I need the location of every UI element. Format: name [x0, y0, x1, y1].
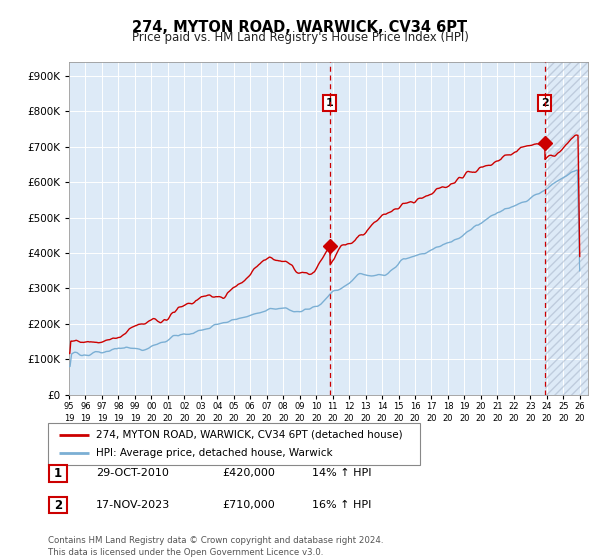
Text: 00: 00: [146, 402, 157, 410]
Text: 1: 1: [326, 98, 334, 108]
Text: £710,000: £710,000: [222, 500, 275, 510]
Text: 20: 20: [492, 414, 503, 423]
Text: 15: 15: [393, 402, 404, 410]
Text: 20: 20: [311, 414, 322, 423]
Text: 274, MYTON ROAD, WARWICK, CV34 6PT (detached house): 274, MYTON ROAD, WARWICK, CV34 6PT (deta…: [97, 430, 403, 440]
Text: HPI: Average price, detached house, Warwick: HPI: Average price, detached house, Warw…: [97, 448, 333, 458]
Text: 2: 2: [54, 498, 62, 512]
Text: 19: 19: [459, 402, 470, 410]
Text: 02: 02: [179, 402, 190, 410]
Text: 09: 09: [295, 402, 305, 410]
Text: 20: 20: [146, 414, 157, 423]
Text: 19: 19: [97, 414, 107, 423]
Text: 14% ↑ HPI: 14% ↑ HPI: [312, 468, 371, 478]
Text: 99: 99: [130, 402, 140, 410]
Text: 20: 20: [575, 414, 585, 423]
FancyBboxPatch shape: [49, 497, 67, 514]
Text: 20: 20: [377, 414, 387, 423]
Text: 17-NOV-2023: 17-NOV-2023: [96, 500, 170, 510]
Text: 19: 19: [64, 414, 74, 423]
Text: 08: 08: [278, 402, 289, 410]
Text: 17: 17: [426, 402, 437, 410]
Text: 20: 20: [361, 414, 371, 423]
Text: 06: 06: [245, 402, 256, 410]
Text: 22: 22: [509, 402, 519, 410]
Text: 20: 20: [163, 414, 173, 423]
Text: £420,000: £420,000: [222, 468, 275, 478]
Text: 26: 26: [574, 402, 585, 410]
Text: 19: 19: [130, 414, 140, 423]
Text: 20: 20: [558, 414, 569, 423]
Text: 20: 20: [328, 414, 338, 423]
Text: 20: 20: [245, 414, 256, 423]
Text: Price paid vs. HM Land Registry's House Price Index (HPI): Price paid vs. HM Land Registry's House …: [131, 31, 469, 44]
Text: 20: 20: [476, 402, 486, 410]
Text: 20: 20: [179, 414, 190, 423]
Text: 20: 20: [443, 414, 453, 423]
Text: 20: 20: [476, 414, 486, 423]
Text: 16% ↑ HPI: 16% ↑ HPI: [312, 500, 371, 510]
Text: 20: 20: [344, 414, 355, 423]
Text: 1: 1: [54, 466, 62, 480]
FancyBboxPatch shape: [48, 423, 420, 465]
Text: 01: 01: [163, 402, 173, 410]
Text: 12: 12: [344, 402, 355, 410]
Text: 19: 19: [113, 414, 124, 423]
Text: 20: 20: [212, 414, 223, 423]
Text: 24: 24: [542, 402, 552, 410]
Text: 20: 20: [525, 414, 536, 423]
Text: 13: 13: [360, 402, 371, 410]
Text: 19: 19: [80, 414, 91, 423]
Text: 274, MYTON ROAD, WARWICK, CV34 6PT: 274, MYTON ROAD, WARWICK, CV34 6PT: [133, 20, 467, 35]
Text: 29-OCT-2010: 29-OCT-2010: [96, 468, 169, 478]
Text: 14: 14: [377, 402, 387, 410]
Text: 20: 20: [509, 414, 519, 423]
Text: 23: 23: [525, 402, 536, 410]
Text: 20: 20: [393, 414, 404, 423]
Text: 20: 20: [262, 414, 272, 423]
Text: 20: 20: [196, 414, 206, 423]
Bar: [545, 62, 588, 395]
Text: 95: 95: [64, 402, 74, 410]
Text: 20: 20: [278, 414, 289, 423]
Text: 2: 2: [541, 98, 549, 108]
Text: Contains HM Land Registry data © Crown copyright and database right 2024.
This d: Contains HM Land Registry data © Crown c…: [48, 536, 383, 557]
Text: 21: 21: [492, 402, 503, 410]
Text: 16: 16: [410, 402, 421, 410]
Text: 96: 96: [80, 402, 91, 410]
Text: 20: 20: [295, 414, 305, 423]
Text: 03: 03: [196, 402, 206, 410]
Text: 20: 20: [410, 414, 420, 423]
Text: 11: 11: [328, 402, 338, 410]
Text: 04: 04: [212, 402, 223, 410]
FancyBboxPatch shape: [49, 465, 67, 482]
Text: 25: 25: [558, 402, 569, 410]
Text: 20: 20: [542, 414, 552, 423]
Text: 05: 05: [229, 402, 239, 410]
Text: 20: 20: [426, 414, 437, 423]
Text: 97: 97: [97, 402, 107, 410]
Text: 18: 18: [443, 402, 453, 410]
Text: 20: 20: [229, 414, 239, 423]
Text: 07: 07: [262, 402, 272, 410]
Text: 20: 20: [459, 414, 470, 423]
Text: 98: 98: [113, 402, 124, 410]
Text: 10: 10: [311, 402, 322, 410]
